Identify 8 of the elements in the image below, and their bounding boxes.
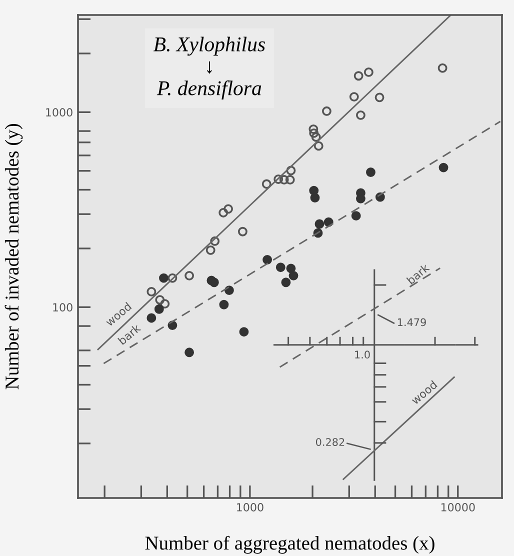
annotation: 0.282 xyxy=(316,438,344,446)
annotation: 1.0 xyxy=(355,350,370,359)
annotation: B. Xylophilus ↓ P. densiflora xyxy=(154,36,265,100)
y-axis-title: Number of invaded nematodes (y) xyxy=(4,124,23,390)
y-tick-label: 100 xyxy=(53,303,72,312)
x-tick-label: 10000 xyxy=(441,503,475,512)
x-axis-title: Number of aggregated nematodes (x) xyxy=(145,536,434,554)
annotation: 1.479 xyxy=(398,318,426,326)
